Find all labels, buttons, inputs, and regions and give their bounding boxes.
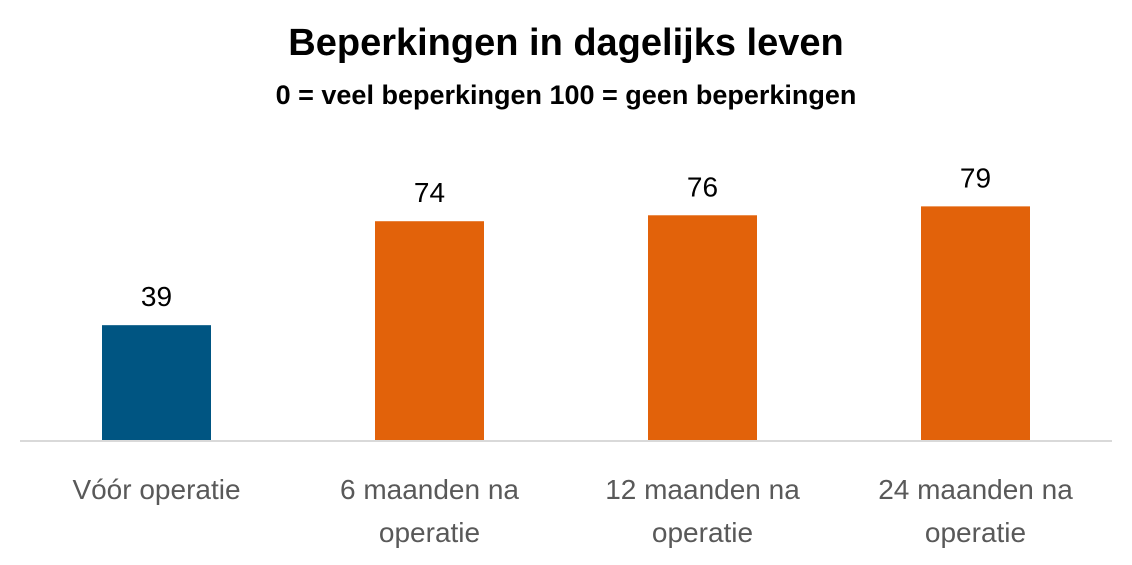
category-label-line: 24 maanden na [878, 474, 1073, 505]
category-label-line: operatie [379, 517, 480, 548]
category-label: 6 maanden na operatie [340, 474, 519, 548]
bar [648, 215, 757, 441]
category-label-line: Vóór operatie [72, 474, 240, 505]
bar [102, 325, 211, 441]
bar-value-label: 39 [141, 281, 172, 312]
category-label-line: 12 maanden na [605, 474, 800, 505]
chart-title: Beperkingen in dagelijks leven [288, 22, 844, 64]
category-label-line: operatie [925, 517, 1026, 548]
bar-value-label: 79 [960, 162, 991, 193]
category-label: 24 maanden na operatie [878, 474, 1073, 548]
category-label: 12 maanden na operatie [605, 474, 800, 548]
bar [375, 221, 484, 441]
bar [921, 206, 1030, 441]
bar-value-label: 74 [414, 177, 445, 208]
chart-subtitle: 0 = veel beperkingen 100 = geen beperkin… [275, 80, 857, 110]
category-label-line: 6 maanden na [340, 474, 519, 505]
labels-layer: 39 Vóór operatie 74 6 maanden na operatie 76 1… [72, 162, 1073, 548]
bar-value-label: 76 [687, 171, 718, 202]
category-label-line: operatie [652, 517, 753, 548]
category-label: Vóór operatie [72, 474, 240, 505]
bars-layer [102, 206, 1030, 441]
